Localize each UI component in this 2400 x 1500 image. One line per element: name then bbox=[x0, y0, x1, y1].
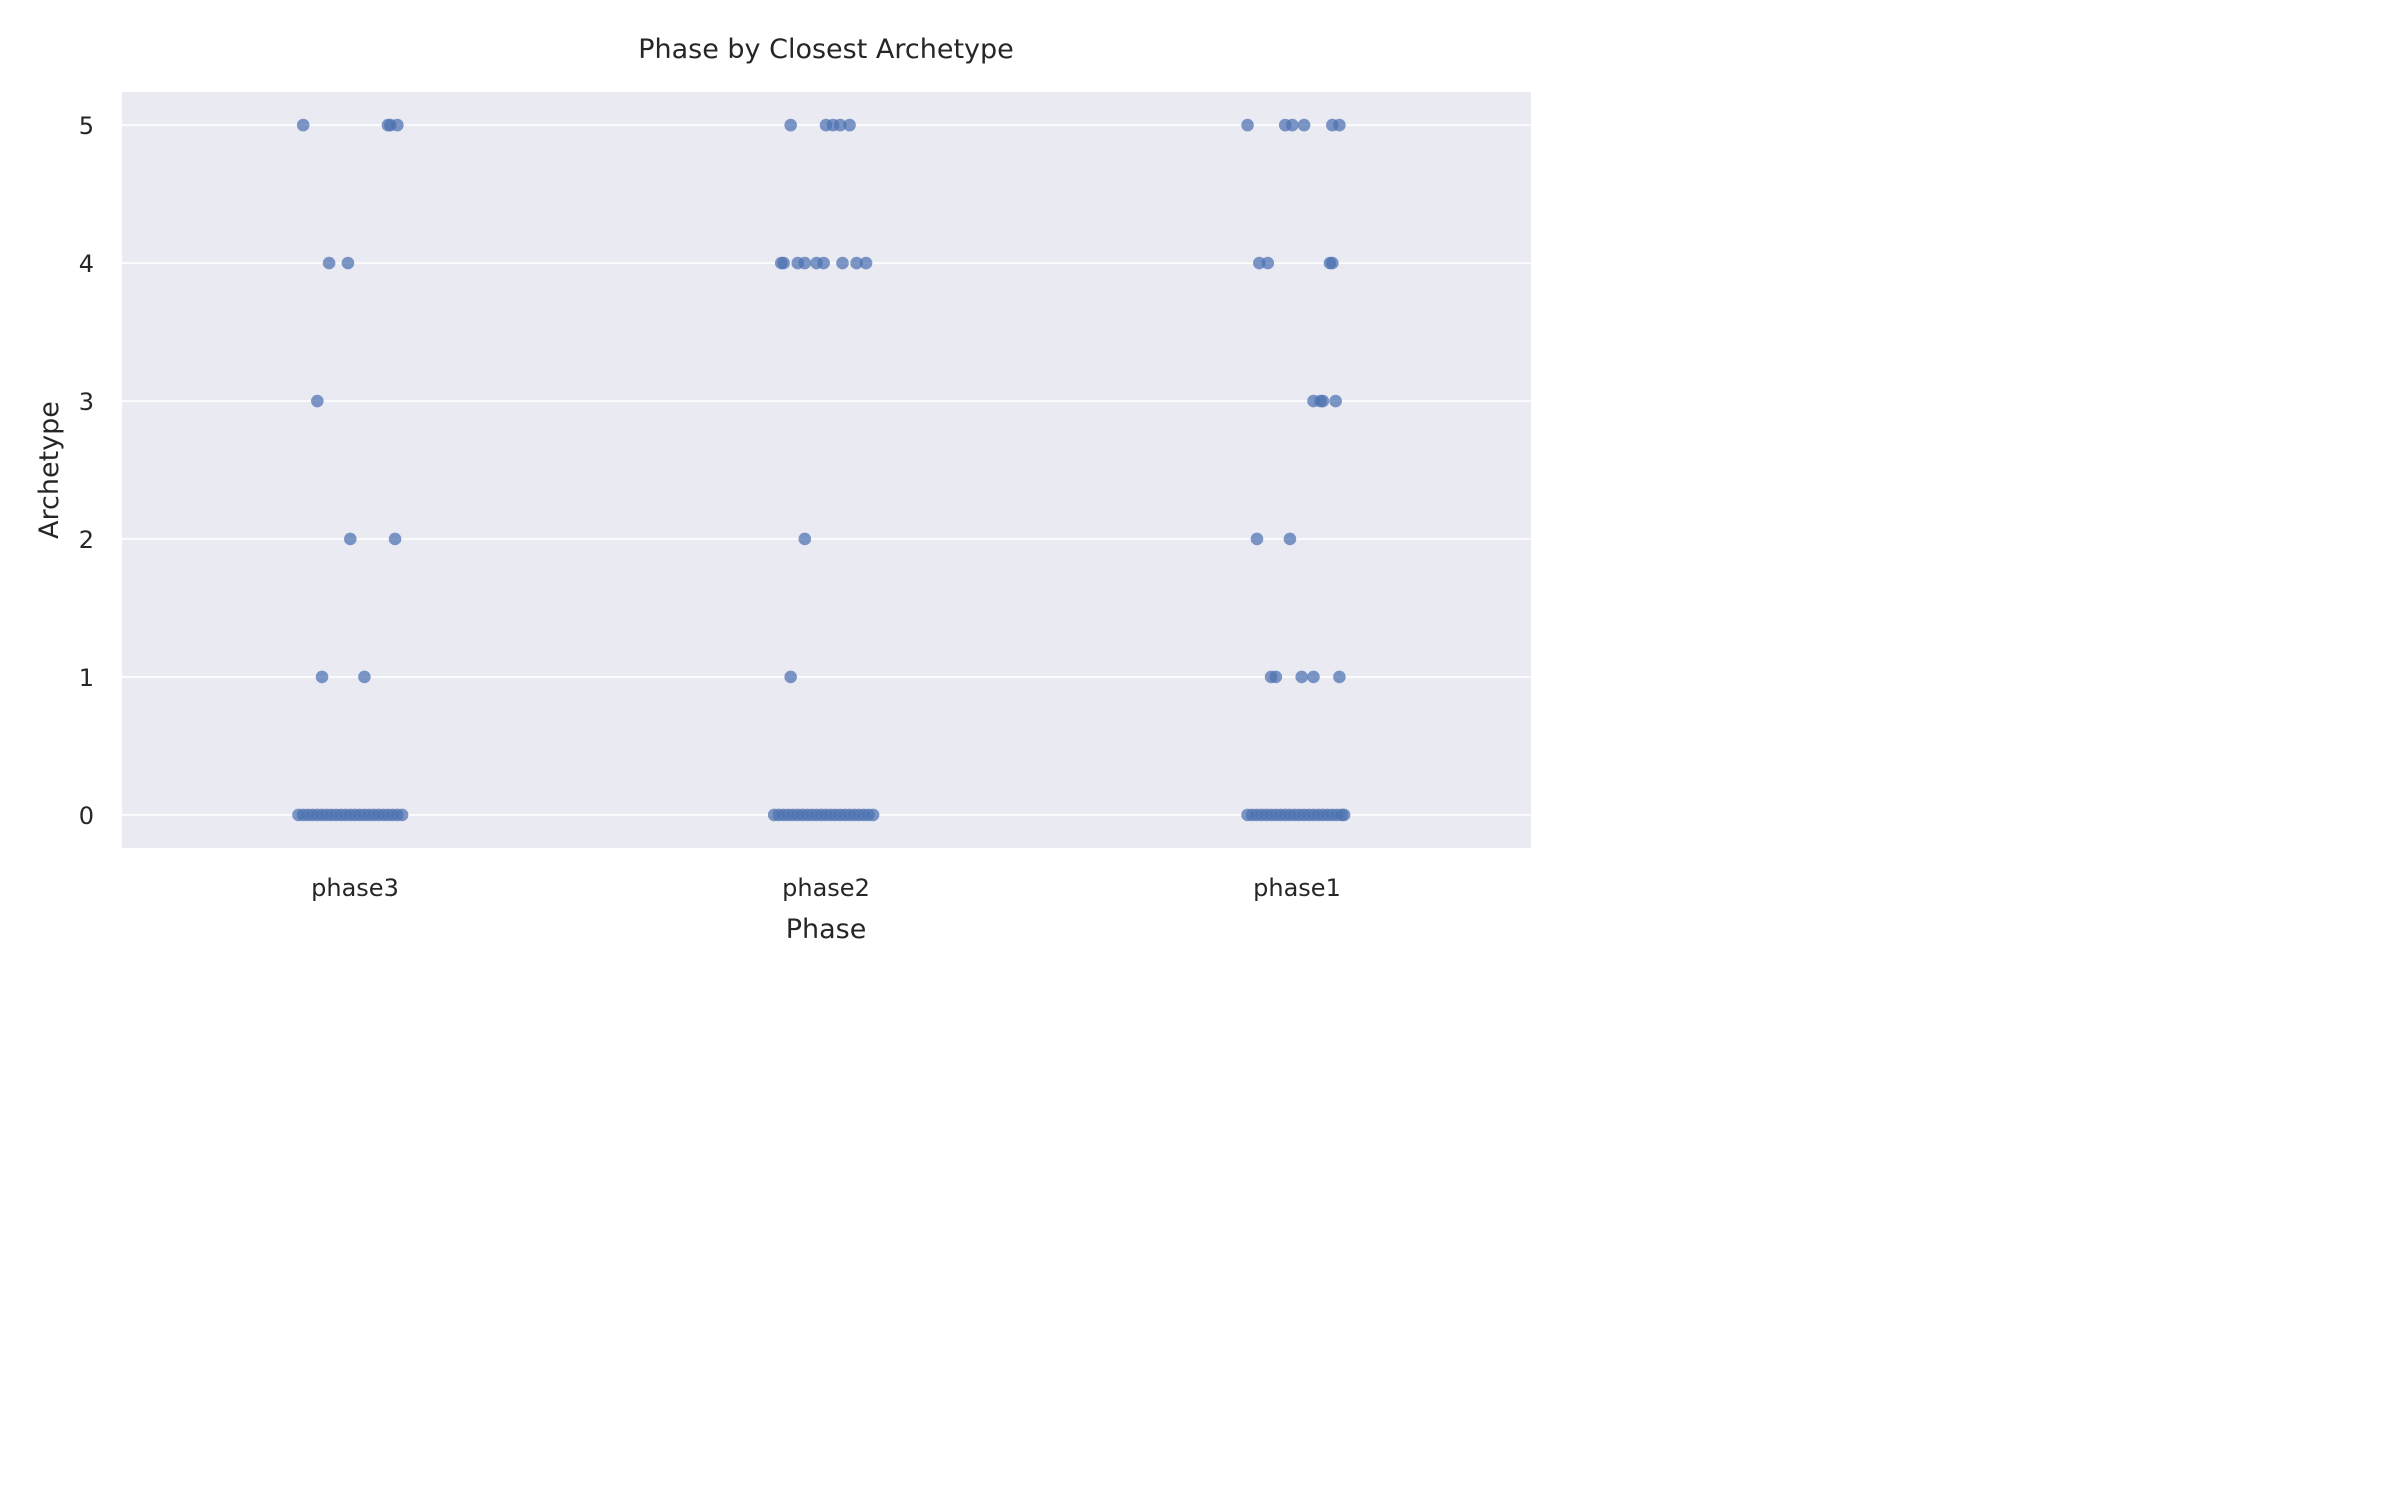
y-tick-label: 4 bbox=[79, 250, 94, 278]
x-tick-label: phase3 bbox=[311, 874, 399, 902]
data-point-phase1 bbox=[1241, 118, 1254, 132]
x-tick-label: phase1 bbox=[1253, 874, 1341, 902]
x-tick-labels: phase3 phase2 phase1 bbox=[311, 874, 1341, 902]
data-point-phase2 bbox=[784, 670, 797, 684]
data-point-phase1 bbox=[1333, 118, 1346, 132]
data-point-phase2 bbox=[817, 256, 830, 270]
data-point-phase1 bbox=[1337, 808, 1351, 822]
data-point-phase1 bbox=[1295, 670, 1309, 684]
data-point-phase1 bbox=[1297, 118, 1311, 132]
data-point-phase3 bbox=[322, 256, 336, 270]
data-point-phase3 bbox=[343, 532, 357, 546]
data-point-phase3 bbox=[311, 394, 324, 408]
data-point-phase3 bbox=[341, 256, 355, 270]
data-point-phase2 bbox=[836, 256, 849, 270]
data-point-phase1 bbox=[1269, 670, 1283, 684]
y-tick-label: 1 bbox=[79, 664, 94, 692]
data-point-phase2 bbox=[798, 532, 812, 546]
data-point-phase1 bbox=[1261, 256, 1275, 270]
y-axis-label: Archetype bbox=[34, 401, 65, 539]
data-point-phase2 bbox=[798, 256, 812, 270]
y-tick-label: 0 bbox=[79, 802, 94, 830]
data-point-phase1 bbox=[1333, 670, 1346, 684]
data-point-phase3 bbox=[315, 670, 329, 684]
data-point-phase2 bbox=[859, 256, 873, 270]
data-point-phase1 bbox=[1285, 118, 1299, 132]
y-tick-labels: 0 1 2 3 4 5 bbox=[79, 112, 94, 830]
chart-container: 0 1 2 3 4 5 phase3 phase2 phase1 Phase by Close… bbox=[0, 0, 1568, 980]
strip-plot: 0 1 2 3 4 5 phase3 phase2 phase1 Phase by Close… bbox=[34, 34, 1531, 945]
data-point-phase1 bbox=[1326, 256, 1339, 270]
data-point-phase2 bbox=[784, 118, 797, 132]
x-tick-label: phase2 bbox=[782, 874, 870, 902]
data-point-phase1 bbox=[1329, 394, 1342, 408]
data-point-phase3 bbox=[395, 808, 409, 822]
data-point-phase2 bbox=[850, 256, 863, 270]
data-point-phase2 bbox=[843, 118, 856, 132]
x-axis-label: Phase bbox=[786, 914, 867, 945]
data-point-phase3 bbox=[358, 670, 371, 684]
data-point-phase2 bbox=[866, 808, 880, 822]
chart-title: Phase by Closest Archetype bbox=[638, 34, 1014, 65]
data-point-phase1 bbox=[1283, 532, 1297, 546]
y-tick-label: 2 bbox=[79, 526, 94, 554]
data-point-phase2 bbox=[833, 118, 847, 132]
data-point-phase1 bbox=[1316, 394, 1330, 408]
data-point-phase1 bbox=[1307, 670, 1320, 684]
y-tick-label: 3 bbox=[79, 388, 94, 416]
data-point-phase2 bbox=[777, 256, 790, 270]
data-point-phase3 bbox=[296, 118, 310, 132]
data-point-phase3 bbox=[391, 118, 404, 132]
plot-area bbox=[122, 92, 1531, 848]
data-point-phase3 bbox=[388, 532, 402, 546]
y-tick-label: 5 bbox=[79, 112, 94, 140]
data-points bbox=[292, 118, 1351, 822]
data-point-phase1 bbox=[1250, 532, 1264, 546]
